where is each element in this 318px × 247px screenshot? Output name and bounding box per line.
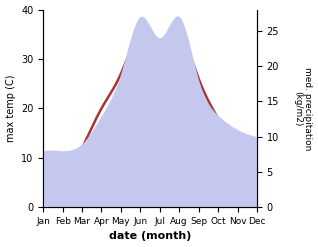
X-axis label: date (month): date (month): [109, 231, 191, 242]
Y-axis label: max temp (C): max temp (C): [5, 75, 16, 142]
Y-axis label: med. precipitation
(kg/m2): med. precipitation (kg/m2): [293, 67, 313, 150]
